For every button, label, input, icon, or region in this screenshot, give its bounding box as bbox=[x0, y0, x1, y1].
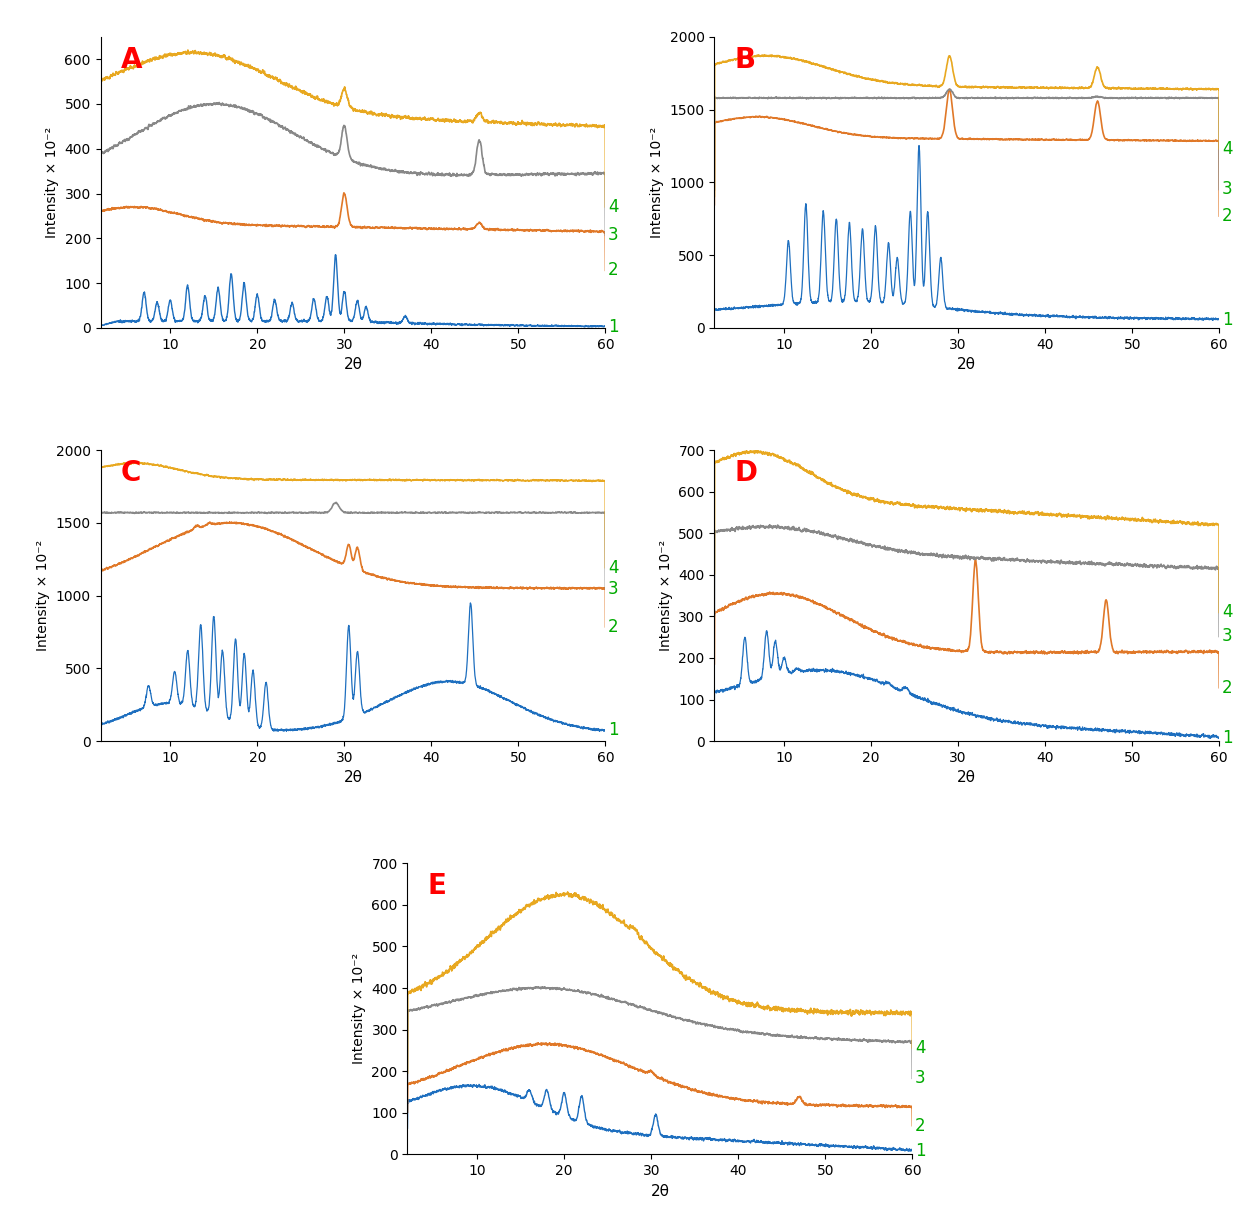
Text: 3: 3 bbox=[1222, 628, 1233, 646]
Text: 3: 3 bbox=[1222, 181, 1233, 199]
Text: E: E bbox=[427, 872, 446, 900]
Text: A: A bbox=[121, 45, 142, 74]
Text: 2: 2 bbox=[1222, 679, 1233, 696]
X-axis label: 2θ: 2θ bbox=[650, 1184, 670, 1199]
X-axis label: 2θ: 2θ bbox=[343, 770, 362, 786]
Text: 4: 4 bbox=[1222, 603, 1232, 621]
Y-axis label: Intensity × 10⁻²: Intensity × 10⁻² bbox=[659, 540, 672, 651]
X-axis label: 2θ: 2θ bbox=[958, 770, 977, 786]
Text: 4: 4 bbox=[1222, 140, 1232, 158]
Text: 2: 2 bbox=[1222, 208, 1233, 225]
Text: 3: 3 bbox=[915, 1070, 925, 1087]
Text: 3: 3 bbox=[608, 580, 618, 598]
Text: D: D bbox=[734, 459, 758, 486]
Text: 2: 2 bbox=[915, 1116, 925, 1135]
Text: 2: 2 bbox=[608, 262, 618, 279]
Text: 3: 3 bbox=[608, 226, 618, 244]
X-axis label: 2θ: 2θ bbox=[343, 357, 362, 372]
Y-axis label: Intensity × 10⁻²: Intensity × 10⁻² bbox=[650, 126, 664, 238]
Text: 4: 4 bbox=[608, 559, 618, 577]
Text: C: C bbox=[121, 459, 141, 486]
Y-axis label: Intensity × 10⁻²: Intensity × 10⁻² bbox=[352, 953, 366, 1065]
Text: 2: 2 bbox=[608, 618, 618, 636]
Text: 4: 4 bbox=[608, 198, 618, 216]
Y-axis label: Intensity × 10⁻²: Intensity × 10⁻² bbox=[36, 540, 50, 651]
X-axis label: 2θ: 2θ bbox=[958, 357, 977, 372]
Y-axis label: Intensity × 10⁻²: Intensity × 10⁻² bbox=[45, 126, 59, 238]
Text: 1: 1 bbox=[1222, 729, 1233, 748]
Text: 1: 1 bbox=[1222, 311, 1233, 329]
Text: 1: 1 bbox=[608, 721, 618, 739]
Text: 4: 4 bbox=[915, 1039, 925, 1057]
Text: B: B bbox=[734, 45, 755, 74]
Text: 1: 1 bbox=[608, 318, 618, 336]
Text: 1: 1 bbox=[915, 1142, 925, 1160]
